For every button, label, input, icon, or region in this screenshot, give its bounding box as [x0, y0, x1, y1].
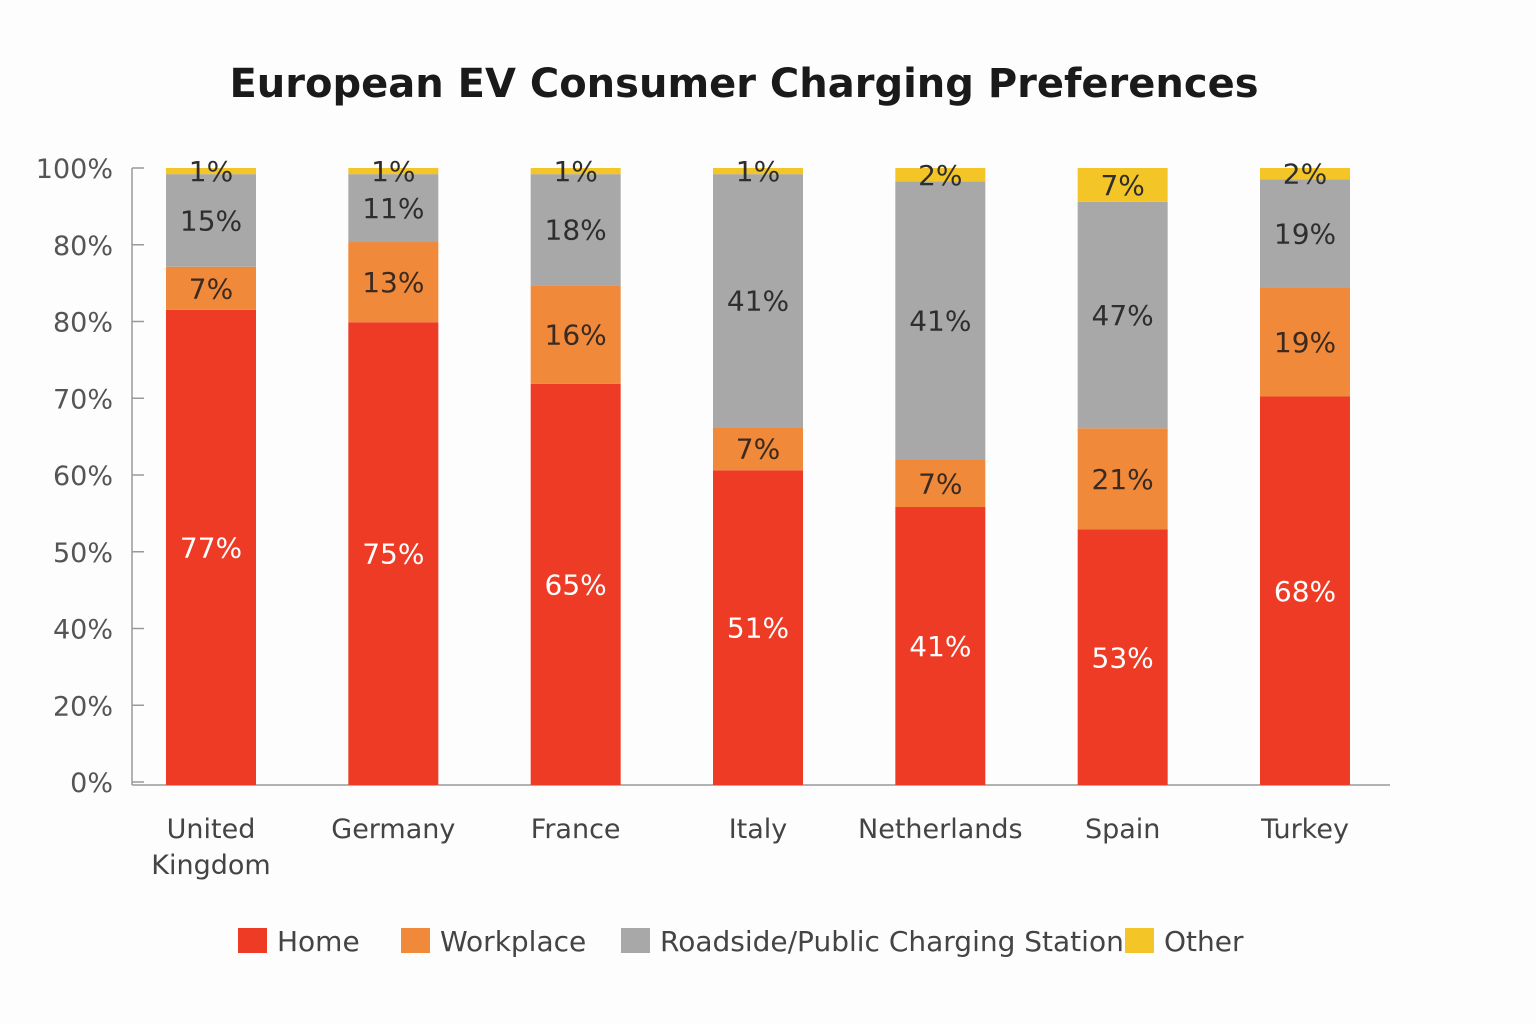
x-tick-label: Italy	[729, 814, 788, 845]
bar-segment-home	[895, 507, 986, 785]
bar-segment-home	[166, 309, 256, 785]
data-label: 15%	[180, 204, 242, 237]
data-label: 77%	[180, 531, 242, 564]
x-tick-label: Turkey	[1260, 814, 1349, 845]
data-label: 2%	[918, 159, 962, 192]
y-tick-label: 20%	[53, 691, 113, 722]
bar-segment-roadside-public-charging-station	[166, 174, 256, 267]
y-tick-label: 80%	[53, 231, 113, 262]
data-label: 65%	[545, 568, 607, 601]
data-label: 75%	[362, 538, 424, 571]
data-label: 18%	[545, 214, 607, 247]
bar-segment-roadside-public-charging-station	[1077, 201, 1168, 429]
bar-segment-roadside-public-charging-station	[713, 174, 803, 428]
data-label: 41%	[909, 305, 971, 338]
data-label: 21%	[1092, 463, 1154, 496]
data-label: 41%	[727, 285, 789, 318]
bar-segment-home	[530, 383, 621, 785]
bar-segment-other	[1260, 168, 1350, 180]
data-label: 7%	[189, 272, 233, 305]
data-label: 19%	[1274, 326, 1336, 359]
y-tick-label: 70%	[53, 384, 113, 415]
bar-segment-home	[1260, 396, 1350, 785]
x-tick-label: Kingdom	[151, 850, 270, 881]
data-label: 13%	[362, 266, 424, 299]
bar-segment-home	[348, 322, 439, 785]
legend-label: Workplace	[440, 925, 586, 958]
data-label: 53%	[1092, 641, 1154, 674]
data-label: 7%	[1100, 169, 1144, 202]
y-tick-label: 60%	[53, 461, 113, 492]
data-label: 16%	[545, 319, 607, 352]
bar-segment-workplace	[1260, 287, 1350, 397]
data-label: 47%	[1092, 299, 1154, 332]
bars: 77% 7% 15% 1% 75% 13% 11% 1% 65% 16% 18% 1% 51% 7% 41%…	[166, 155, 1350, 785]
bar-segment-workplace	[166, 266, 256, 310]
axes: 0% 20% 40% 50% 60% 70% 80% 80% 100% United Kingdom…	[36, 154, 1390, 881]
legend-swatch	[621, 928, 650, 953]
y-tick-label: 40%	[53, 615, 113, 646]
bar-segment-roadside-public-charging-station	[1260, 179, 1350, 288]
data-label: 7%	[736, 433, 780, 466]
data-label: 2%	[1283, 158, 1327, 191]
bar-segment-home	[713, 470, 803, 785]
bar-segment-roadside-public-charging-station	[530, 174, 621, 286]
data-label: 1%	[553, 155, 597, 188]
x-tick-label: France	[531, 814, 621, 845]
data-label: 51%	[727, 612, 789, 645]
bar-segment-roadside-public-charging-station	[895, 181, 986, 460]
legend-swatch	[238, 928, 267, 953]
bar-segment-workplace	[348, 242, 439, 323]
bar-segment-workplace	[1077, 428, 1168, 530]
x-tick-label: United	[167, 814, 256, 845]
bar-segment-roadside-public-charging-station	[348, 174, 439, 243]
legend: Home Workplace Roadside/Public Charging St…	[238, 925, 1244, 958]
data-label: 1%	[736, 155, 780, 188]
y-tick-label: 100%	[36, 154, 113, 185]
data-label: 41%	[909, 630, 971, 663]
data-label: 68%	[1274, 575, 1336, 608]
x-tick-label: Netherlands	[858, 814, 1023, 845]
legend-label: Roadside/Public Charging Station	[660, 925, 1124, 958]
bar-segment-other	[530, 168, 621, 175]
legend-label: Home	[277, 925, 360, 958]
bar-segment-other	[713, 168, 803, 175]
bar-segment-other	[895, 168, 986, 182]
bar-segment-workplace	[895, 459, 986, 508]
y-tick-label: 50%	[53, 538, 113, 569]
bar-segment-workplace	[713, 427, 803, 471]
legend-swatch	[401, 928, 430, 953]
bar-segment-home	[1077, 529, 1168, 785]
data-label: 1%	[189, 155, 233, 188]
data-label: 19%	[1274, 218, 1336, 251]
chart-title: European EV Consumer Charging Preference…	[229, 61, 1258, 107]
data-label: 11%	[362, 192, 424, 225]
legend-swatch	[1125, 928, 1154, 953]
y-tick-label: 80%	[53, 308, 113, 339]
bar-segment-other	[166, 168, 256, 175]
data-label: 7%	[918, 467, 962, 500]
data-label: 1%	[371, 155, 415, 188]
bar-segment-other	[1077, 168, 1168, 202]
x-tick-label: Germany	[331, 814, 455, 845]
bar-segment-other	[348, 168, 439, 175]
legend-label: Other	[1164, 925, 1244, 958]
y-tick-label: 0%	[70, 768, 113, 799]
x-tick-label: Spain	[1085, 814, 1160, 845]
bar-segment-workplace	[530, 285, 621, 384]
